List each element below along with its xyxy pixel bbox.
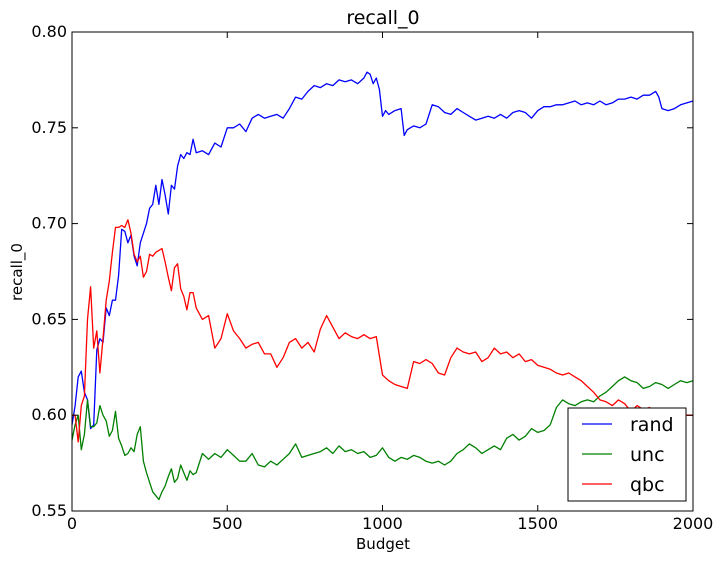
- legend-label-qbc: qbc: [630, 474, 665, 496]
- series-line-rand: [71, 71, 694, 430]
- y-tick-label: 0.55: [31, 501, 67, 520]
- y-tick-label: 0.80: [31, 22, 67, 41]
- legend-label-rand: rand: [630, 414, 674, 436]
- x-tick-label: 500: [212, 514, 243, 533]
- series-line-qbc: [72, 219, 693, 443]
- legend-label-unc: unc: [630, 444, 665, 466]
- legend: rand unc qbc: [567, 407, 687, 502]
- y-tick-label: 0.75: [31, 118, 67, 137]
- x-tick-label: 1500: [517, 514, 558, 533]
- y-tick-label: 0.65: [31, 309, 67, 328]
- x-tick-label: 1000: [362, 514, 403, 533]
- x-tick-label: 2000: [673, 514, 714, 533]
- x-axis-label: Budget: [356, 535, 410, 553]
- chart-title: recall_0: [346, 7, 419, 29]
- y-tick-label: 0.70: [31, 214, 67, 233]
- series-layer: [71, 71, 694, 501]
- y-axis-label: recall_0: [8, 243, 27, 301]
- ticks-layer: 0 500 1000 1500 2000 0.55 0.60 0.65 0.70 0.75 0.80: [31, 22, 713, 533]
- y-tick-label: 0.60: [31, 405, 67, 424]
- x-tick-label: 0: [67, 514, 77, 533]
- series-line-unc: [71, 376, 694, 501]
